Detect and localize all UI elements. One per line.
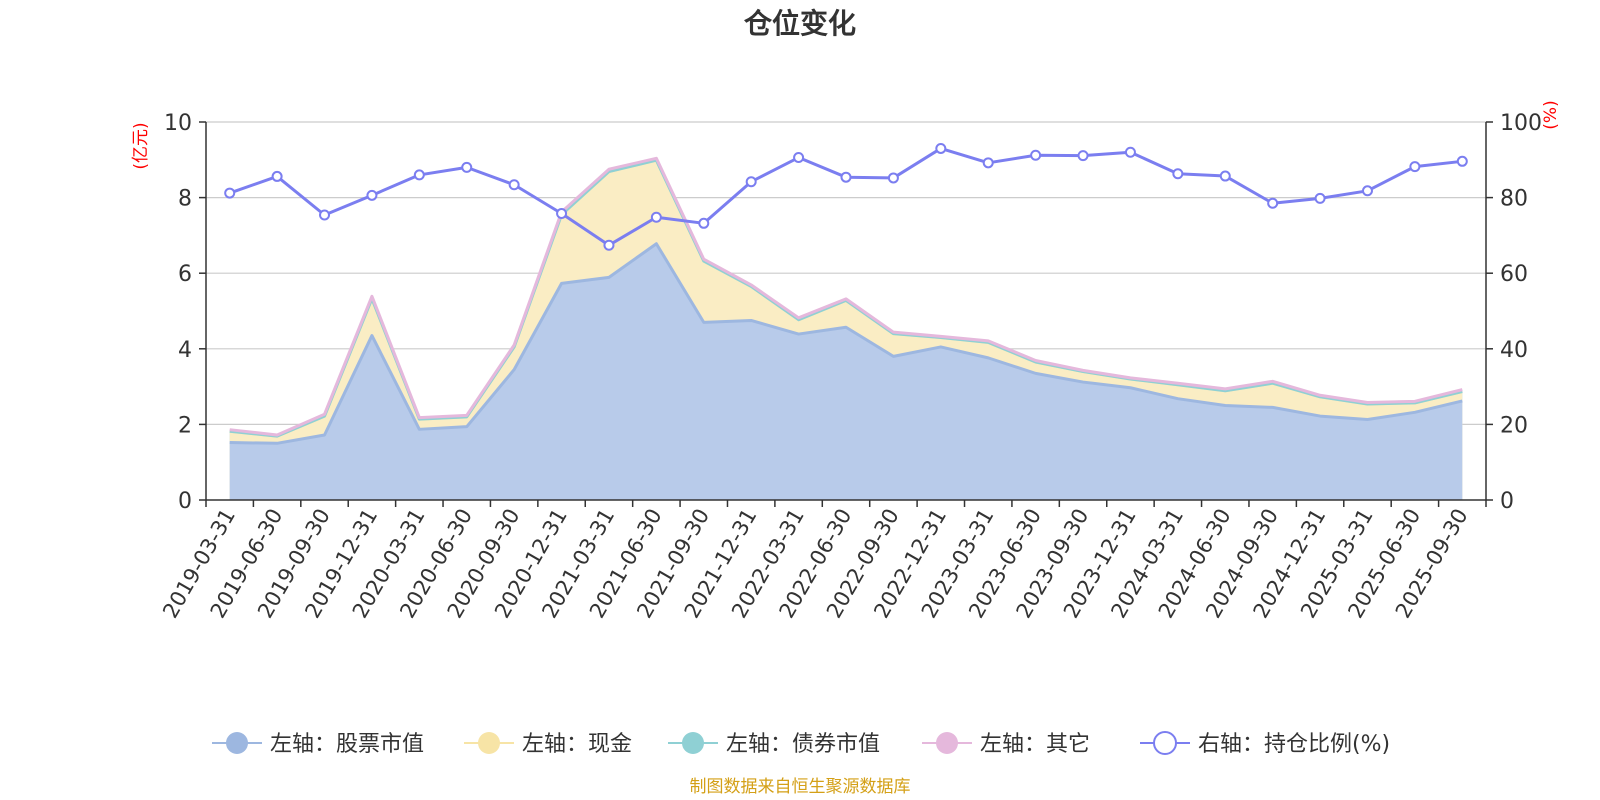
right-axis-tick-label: 80 (1500, 187, 1528, 212)
legend-label: 左轴：债券市值 (726, 732, 880, 757)
ratio-point (793, 152, 805, 164)
left-axis-tick-label: 6 (178, 262, 192, 287)
ratio-point (840, 171, 852, 183)
legend-item-1: 左轴：现金 (464, 732, 632, 757)
left-axis-tick-label: 0 (178, 489, 192, 514)
right-axis-tick-label: 100 (1500, 111, 1542, 136)
legend-marker (682, 732, 704, 754)
ratio-point (1409, 161, 1421, 173)
ratio-point (1361, 185, 1373, 197)
right-axis-tick-label: 40 (1500, 338, 1528, 363)
left-axis-unit: (亿元) (131, 122, 151, 169)
ratio-point (1314, 192, 1326, 204)
ratio-point (461, 161, 473, 173)
ratio-point (1267, 197, 1279, 209)
source-note: 制图数据来自恒生聚源数据库 (690, 777, 911, 797)
chart-title: 仓位变化 (744, 7, 856, 40)
left-axis-tick-label: 8 (178, 187, 192, 212)
right-axis-tick-label: 60 (1500, 262, 1528, 287)
right-axis-unit: (%) (1541, 100, 1561, 129)
legend-marker (1153, 731, 1177, 755)
ratio-line-path (229, 146, 1463, 247)
legend-marker (478, 732, 500, 754)
ratio-point (698, 217, 710, 229)
ratio-point (1456, 155, 1468, 167)
legend-marker (936, 732, 958, 754)
ratio-line-series (224, 142, 1468, 251)
area-line-3 (229, 156, 1463, 437)
legend-item-0: 左轴：股票市值 (212, 732, 424, 757)
legend-item-4: 右轴：持仓比例(%) (1140, 731, 1390, 757)
ratio-point (556, 207, 568, 219)
area-line-0 (229, 242, 1463, 445)
area-0 (229, 243, 1463, 500)
legend-label: 左轴：股票市值 (270, 732, 424, 757)
legend-label: 左轴：现金 (522, 732, 632, 757)
left-axis-tick-label: 10 (164, 111, 192, 136)
ratio-point (508, 179, 520, 191)
ratio-point (1172, 168, 1184, 180)
ratio-point (413, 169, 425, 181)
right-axis-tick-label: 20 (1500, 413, 1528, 438)
ratio-point (224, 187, 236, 199)
right-axis-tick-label: 0 (1500, 489, 1514, 514)
ratio-point (319, 209, 331, 221)
legend-label: 左轴：其它 (980, 732, 1090, 757)
ratio-point (1077, 150, 1089, 162)
left-axis-tick-label: 2 (178, 413, 192, 438)
ratio-point (935, 142, 947, 154)
ratio-point (887, 172, 899, 184)
left-axis-tick-label: 4 (178, 338, 192, 363)
ratio-point (1124, 146, 1136, 158)
legend-marker (226, 732, 248, 754)
ratio-point (1030, 149, 1042, 161)
ratio-point (982, 157, 994, 169)
ratio-point (745, 176, 757, 188)
ratio-point (603, 239, 615, 251)
stacked-areas (229, 156, 1463, 501)
legend-label: 右轴：持仓比例(%) (1198, 732, 1390, 757)
legend-item-2: 左轴：债券市值 (668, 732, 880, 757)
legend-item-3: 左轴：其它 (922, 732, 1090, 757)
legend: 左轴：股票市值 左轴：现金 左轴：债券市值 左轴：其它 右轴：持仓比例(%) (212, 731, 1390, 757)
ratio-point (366, 189, 378, 201)
ratio-point (271, 170, 283, 182)
ratio-point (1219, 170, 1231, 182)
ratio-point (650, 211, 662, 223)
